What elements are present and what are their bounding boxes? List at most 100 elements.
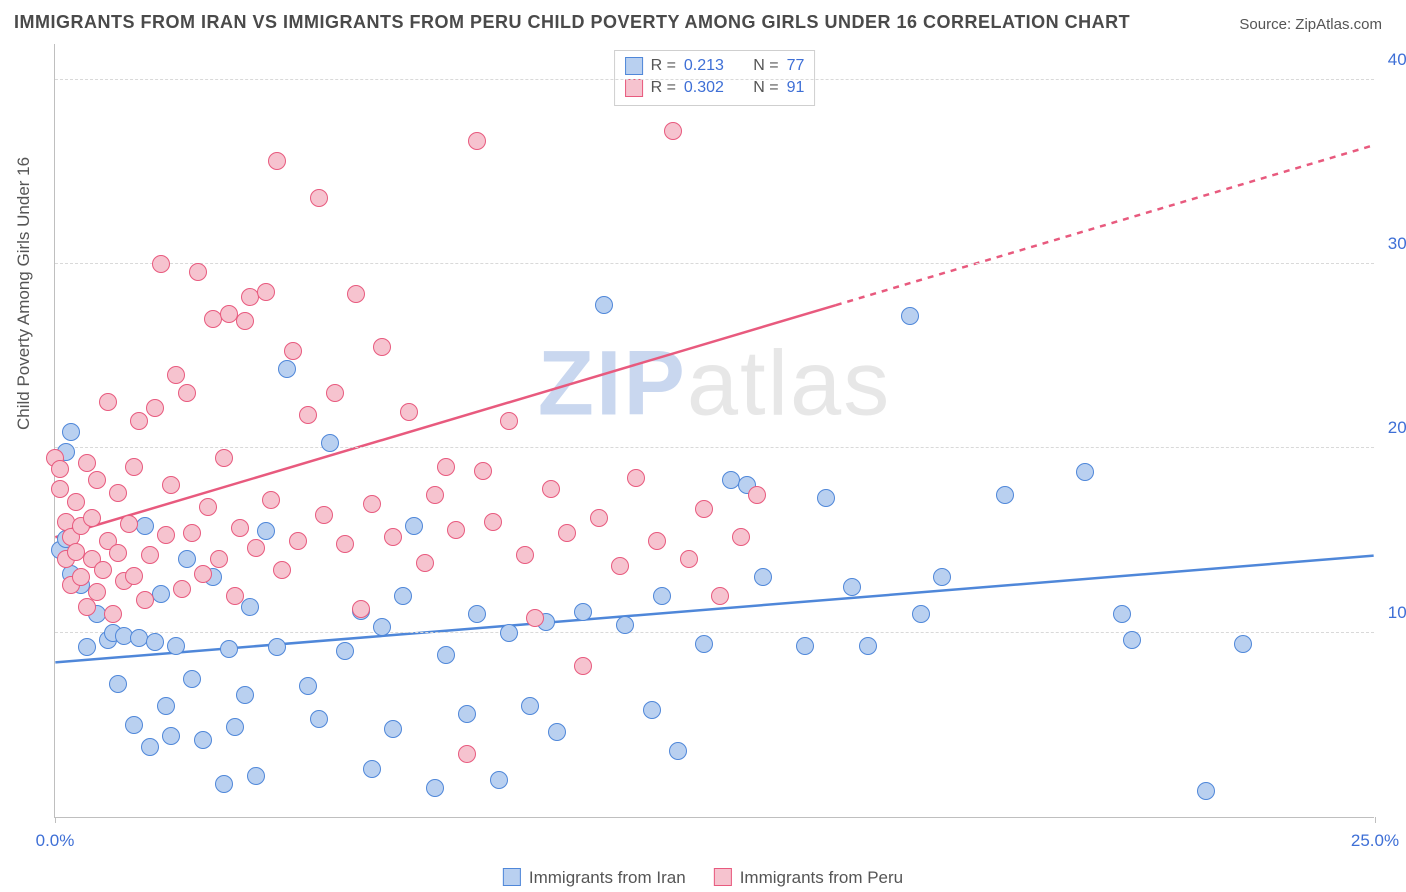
data-point-iran xyxy=(458,705,476,723)
data-point-peru xyxy=(215,449,233,467)
data-point-iran xyxy=(1076,463,1094,481)
watermark-zip: ZIP xyxy=(538,333,687,435)
data-point-peru xyxy=(146,399,164,417)
legend-swatch-iran xyxy=(625,57,643,75)
data-point-peru xyxy=(347,285,365,303)
legend-r-prefix: R = xyxy=(651,55,676,77)
data-point-peru xyxy=(336,535,354,553)
data-point-peru xyxy=(611,557,629,575)
data-point-peru xyxy=(664,122,682,140)
data-point-iran xyxy=(405,517,423,535)
gridline-h xyxy=(55,79,1374,80)
data-point-peru xyxy=(88,471,106,489)
data-point-iran xyxy=(1234,635,1252,653)
data-point-iran xyxy=(321,434,339,452)
legend-bottom: Immigrants from IranImmigrants from Peru xyxy=(503,868,903,888)
data-point-iran xyxy=(1197,782,1215,800)
data-point-peru xyxy=(51,460,69,478)
data-point-iran xyxy=(241,598,259,616)
data-point-iran xyxy=(933,568,951,586)
trend-lines xyxy=(55,44,1374,817)
chart-title: IMMIGRANTS FROM IRAN VS IMMIGRANTS FROM … xyxy=(14,12,1130,33)
data-point-iran xyxy=(859,637,877,655)
legend-label-iran: Immigrants from Iran xyxy=(529,868,686,887)
data-point-peru xyxy=(120,515,138,533)
data-point-peru xyxy=(78,598,96,616)
data-point-peru xyxy=(231,519,249,537)
data-point-peru xyxy=(125,567,143,585)
data-point-peru xyxy=(152,255,170,273)
legend-n-prefix: N = xyxy=(753,77,778,99)
data-point-iran xyxy=(136,517,154,535)
data-point-iran xyxy=(125,716,143,734)
data-point-peru xyxy=(437,458,455,476)
data-point-peru xyxy=(157,526,175,544)
watermark: ZIPatlas xyxy=(538,332,891,437)
gridline-h xyxy=(55,632,1374,633)
data-point-iran xyxy=(167,637,185,655)
source-prefix: Source: xyxy=(1239,16,1295,33)
data-point-peru xyxy=(542,480,560,498)
data-point-iran xyxy=(183,670,201,688)
watermark-atlas: atlas xyxy=(687,333,891,435)
data-point-peru xyxy=(94,561,112,579)
data-point-peru xyxy=(648,532,666,550)
data-point-iran xyxy=(912,605,930,623)
data-point-iran xyxy=(1123,631,1141,649)
data-point-iran xyxy=(695,635,713,653)
data-point-peru xyxy=(711,587,729,605)
data-point-peru xyxy=(236,312,254,330)
data-point-iran xyxy=(796,637,814,655)
data-point-peru xyxy=(680,550,698,568)
data-point-peru xyxy=(194,565,212,583)
legend-r-value: 0.213 xyxy=(684,55,724,77)
gridline-h xyxy=(55,447,1374,448)
data-point-peru xyxy=(199,498,217,516)
legend-stats-row-iran: R = 0.213 N = 77 xyxy=(625,55,805,77)
legend-item-iran: Immigrants from Iran xyxy=(503,868,686,888)
data-point-peru xyxy=(474,462,492,480)
plot-area: ZIPatlas R = 0.213 N = 77R = 0.302 N = 9… xyxy=(54,44,1374,818)
legend-swatch-peru xyxy=(714,868,732,886)
data-point-peru xyxy=(447,521,465,539)
ytick-label: 20.0% xyxy=(1380,418,1406,438)
source-label: Source: ZipAtlas.com xyxy=(1239,16,1382,33)
data-point-iran xyxy=(257,522,275,540)
data-point-peru xyxy=(67,493,85,511)
data-point-iran xyxy=(236,686,254,704)
data-point-peru xyxy=(99,393,117,411)
data-point-iran xyxy=(901,307,919,325)
xtick xyxy=(1375,817,1376,823)
data-point-peru xyxy=(72,568,90,586)
data-point-peru xyxy=(262,491,280,509)
data-point-iran xyxy=(468,605,486,623)
data-point-iran xyxy=(490,771,508,789)
data-point-peru xyxy=(363,495,381,513)
data-point-peru xyxy=(284,342,302,360)
data-point-peru xyxy=(257,283,275,301)
data-point-peru xyxy=(526,609,544,627)
data-point-iran xyxy=(268,638,286,656)
data-point-iran xyxy=(394,587,412,605)
data-point-iran xyxy=(215,775,233,793)
data-point-iran xyxy=(521,697,539,715)
trend-line-peru xyxy=(55,305,835,537)
data-point-iran xyxy=(843,578,861,596)
data-point-iran xyxy=(548,723,566,741)
data-point-iran xyxy=(220,640,238,658)
data-point-iran xyxy=(500,624,518,642)
data-point-iran xyxy=(363,760,381,778)
data-point-peru xyxy=(400,403,418,421)
y-axis-label: Child Poverty Among Girls Under 16 xyxy=(14,157,34,430)
legend-n-prefix: N = xyxy=(753,55,778,77)
legend-swatch-peru xyxy=(625,79,643,97)
data-point-iran xyxy=(141,738,159,756)
data-point-peru xyxy=(426,486,444,504)
ytick-label: 30.0% xyxy=(1380,234,1406,254)
data-point-peru xyxy=(558,524,576,542)
data-point-peru xyxy=(210,550,228,568)
data-point-iran xyxy=(643,701,661,719)
data-point-peru xyxy=(273,561,291,579)
data-point-peru xyxy=(468,132,486,150)
legend-n-value: 91 xyxy=(787,77,805,99)
